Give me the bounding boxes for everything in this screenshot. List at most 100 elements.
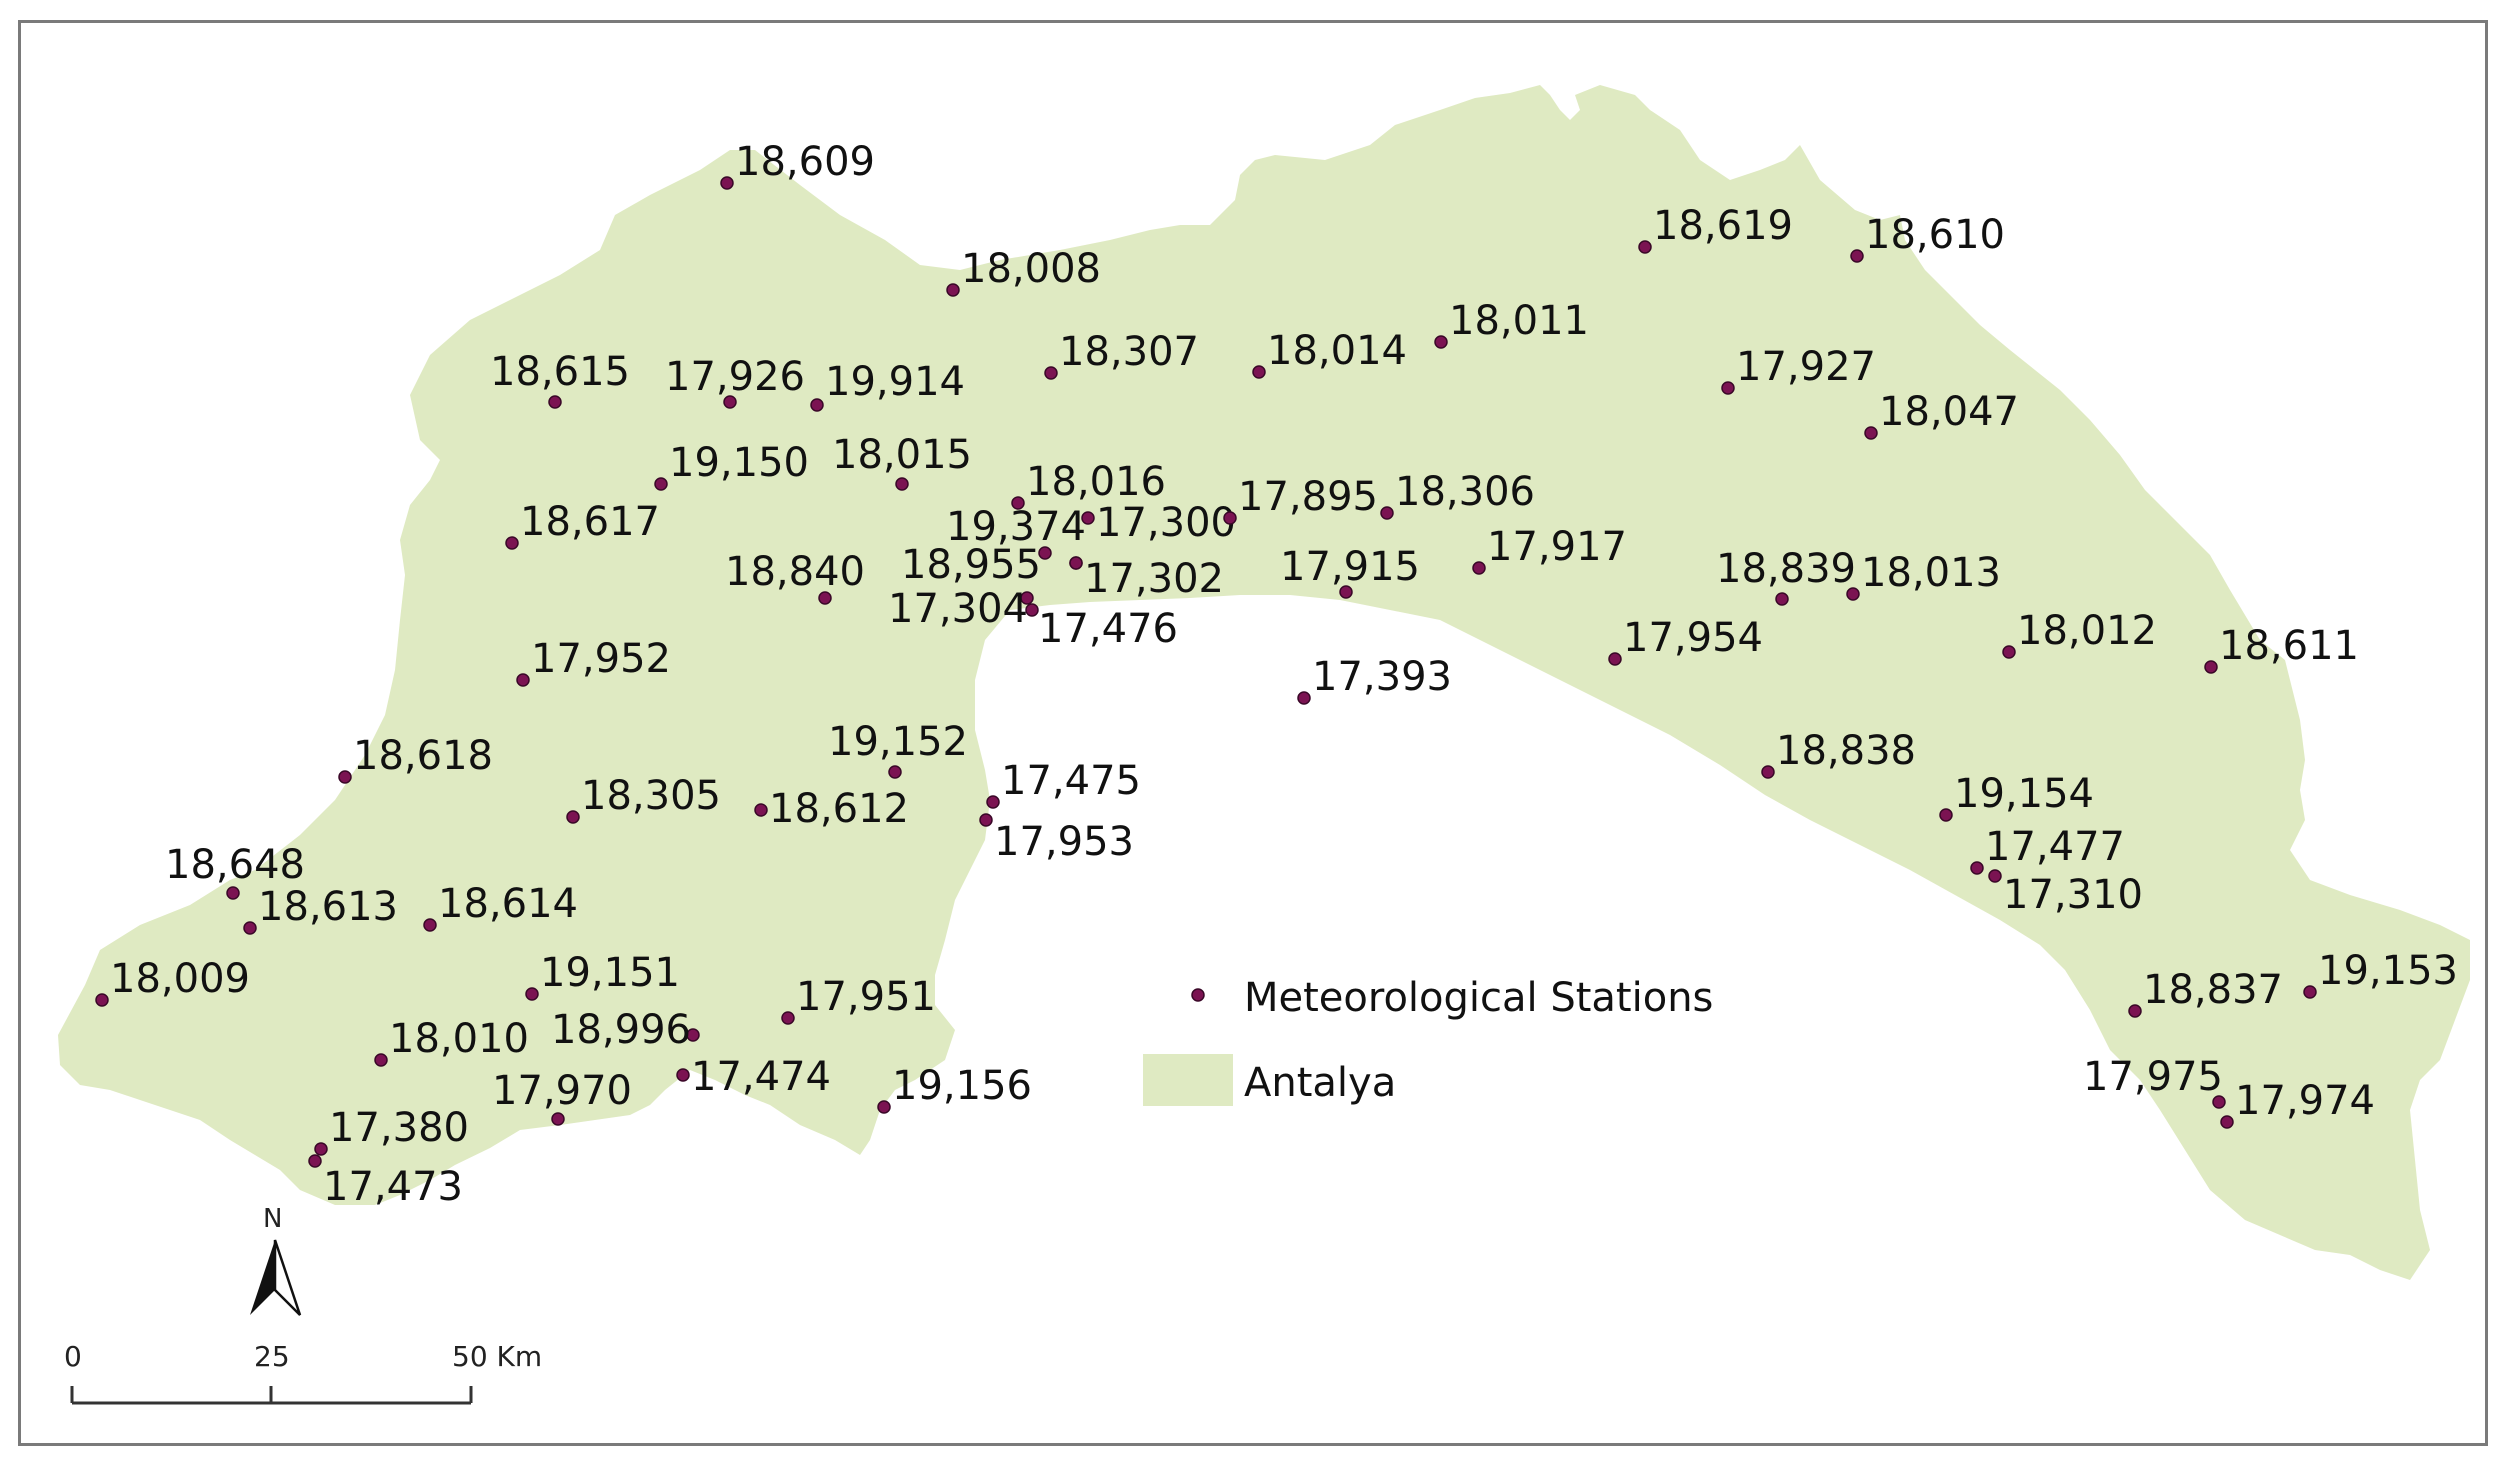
station-label: 17,927 (1736, 344, 1876, 390)
station-marker (888, 765, 902, 779)
station-marker (720, 176, 734, 190)
station-marker (505, 536, 519, 550)
station-label: 18,047 (1879, 389, 2019, 435)
station-marker (226, 886, 240, 900)
station-label: 18,609 (735, 139, 875, 185)
station-marker (877, 1100, 891, 1114)
station-label: 18,014 (1267, 328, 1407, 374)
station-marker (1988, 869, 2002, 883)
station-marker (2128, 1004, 2142, 1018)
station-marker (243, 921, 257, 935)
station-label: 17,952 (531, 636, 671, 682)
station-label: 17,926 (665, 354, 805, 400)
station-marker (374, 1053, 388, 1067)
scale-tick-25: 25 (254, 1340, 290, 1373)
station-label: 17,475 (1001, 758, 1141, 804)
north-arrow: N (250, 1204, 302, 1316)
station-label: 17,476 (1038, 606, 1178, 652)
scale-tick-50: 50 Km (452, 1340, 542, 1373)
station-marker (1846, 587, 1860, 601)
station-label: 18,012 (2017, 608, 2157, 654)
station-label: 18,009 (110, 956, 250, 1002)
station-label: 18,996 (551, 1007, 691, 1053)
station-marker (686, 1028, 700, 1042)
station-label: 17,310 (2003, 872, 2143, 918)
station-label: 17,970 (492, 1068, 632, 1114)
station-label: 18,839 (1716, 546, 1856, 592)
station-label: 17,953 (994, 819, 1134, 865)
station-marker (1011, 496, 1025, 510)
station-label: 18,615 (490, 349, 630, 395)
legend-region-swatch (1143, 1054, 1233, 1106)
station-label: 18,306 (1395, 469, 1535, 515)
station-marker (551, 1112, 565, 1126)
station-label: 18,619 (1653, 203, 1793, 249)
antalya-region (58, 85, 2470, 1280)
station-label: 17,302 (1084, 556, 1224, 602)
station-label: 18,955 (901, 542, 1041, 588)
station-marker (2220, 1115, 2234, 1129)
station-label: 19,153 (2318, 948, 2458, 994)
station-marker (1380, 506, 1394, 520)
station-marker (2212, 1095, 2226, 1109)
legend-station-symbol (1191, 988, 1205, 1002)
station-marker (338, 770, 352, 784)
station-marker (1775, 592, 1789, 606)
station-label: 17,304 (888, 586, 1028, 632)
station-label: 19,151 (540, 950, 680, 996)
station-label: 17,951 (796, 974, 936, 1020)
station-label: 17,473 (323, 1164, 463, 1210)
station-label: 18,010 (389, 1016, 529, 1062)
station-label: 18,617 (520, 499, 660, 545)
station-label: 17,917 (1487, 524, 1627, 570)
station-marker (1472, 561, 1486, 575)
scale-tick-0: 0 (64, 1340, 82, 1373)
station-label: 18,837 (2143, 967, 2283, 1013)
scale-bar: 0 25 50 Km (64, 1340, 542, 1405)
station-label: 17,300 (1096, 500, 1236, 546)
station-marker (516, 673, 530, 687)
station-label: 18,618 (353, 733, 493, 779)
station-marker (548, 395, 562, 409)
station-marker (566, 810, 580, 824)
station-label: 19,914 (825, 359, 965, 405)
station-label: 18,614 (438, 881, 578, 927)
station-marker (946, 283, 960, 297)
station-marker (676, 1068, 690, 1082)
station-marker (1069, 556, 1083, 570)
legend-region-label: Antalya (1244, 1060, 1396, 1106)
station-marker (1025, 603, 1039, 617)
station-marker (2204, 660, 2218, 674)
station-label: 18,613 (258, 884, 398, 930)
station-label: 17,915 (1280, 544, 1420, 590)
station-marker (1252, 365, 1266, 379)
station-marker (810, 398, 824, 412)
station-label: 18,305 (581, 773, 721, 819)
station-label: 17,474 (691, 1054, 831, 1100)
station-marker (95, 993, 109, 1007)
station-marker (723, 395, 737, 409)
station-marker (1044, 366, 1058, 380)
station-label: 18,011 (1449, 298, 1589, 344)
north-arrow-left-icon (250, 1240, 275, 1315)
station-label: 19,156 (892, 1063, 1032, 1109)
station-marker (654, 477, 668, 491)
station-label: 18,612 (769, 786, 909, 832)
station-label: 18,610 (1865, 212, 2005, 258)
station-marker (308, 1154, 322, 1168)
station-marker (525, 987, 539, 1001)
station-marker (1970, 861, 1984, 875)
station-marker (1608, 652, 1622, 666)
station-marker (818, 591, 832, 605)
station-marker (1339, 585, 1353, 599)
station-marker (781, 1011, 795, 1025)
station-marker (1434, 335, 1448, 349)
station-marker (2303, 985, 2317, 999)
station-label: 18,307 (1059, 329, 1199, 375)
station-marker (1721, 381, 1735, 395)
station-marker (2002, 645, 2016, 659)
station-marker (1223, 511, 1237, 525)
station-marker (1038, 546, 1052, 560)
station-label: 19,154 (1954, 771, 2094, 817)
